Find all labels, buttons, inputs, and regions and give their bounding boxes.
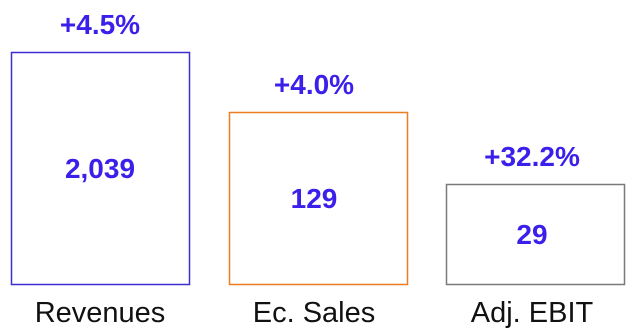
bar bbox=[445, 183, 626, 286]
bar bbox=[10, 51, 191, 286]
bars-layer: 2,039 +4.5% Revenues 129 +4.0% Ec. Sales 29 +32… bbox=[10, 9, 626, 329]
bar-group-0: 2,039 +4.5% Revenues bbox=[10, 9, 191, 329]
category-label: Ec. Sales bbox=[253, 297, 376, 329]
bar-group-2: 29 +32.2% Adj. EBIT bbox=[445, 141, 626, 329]
bar-value-label: 29 bbox=[516, 219, 547, 250]
category-label: Adj. EBIT bbox=[471, 297, 594, 329]
bar-group-1: 129 +4.0% Ec. Sales bbox=[228, 69, 409, 329]
bar bbox=[228, 111, 409, 286]
category-label: Revenues bbox=[35, 297, 166, 329]
change-percent-label: +32.2% bbox=[484, 141, 580, 172]
bar-value-label: 129 bbox=[291, 183, 338, 214]
change-percent-label: +4.5% bbox=[60, 9, 140, 40]
change-percent-label: +4.0% bbox=[274, 69, 354, 100]
bar-value-label: 2,039 bbox=[65, 153, 135, 184]
